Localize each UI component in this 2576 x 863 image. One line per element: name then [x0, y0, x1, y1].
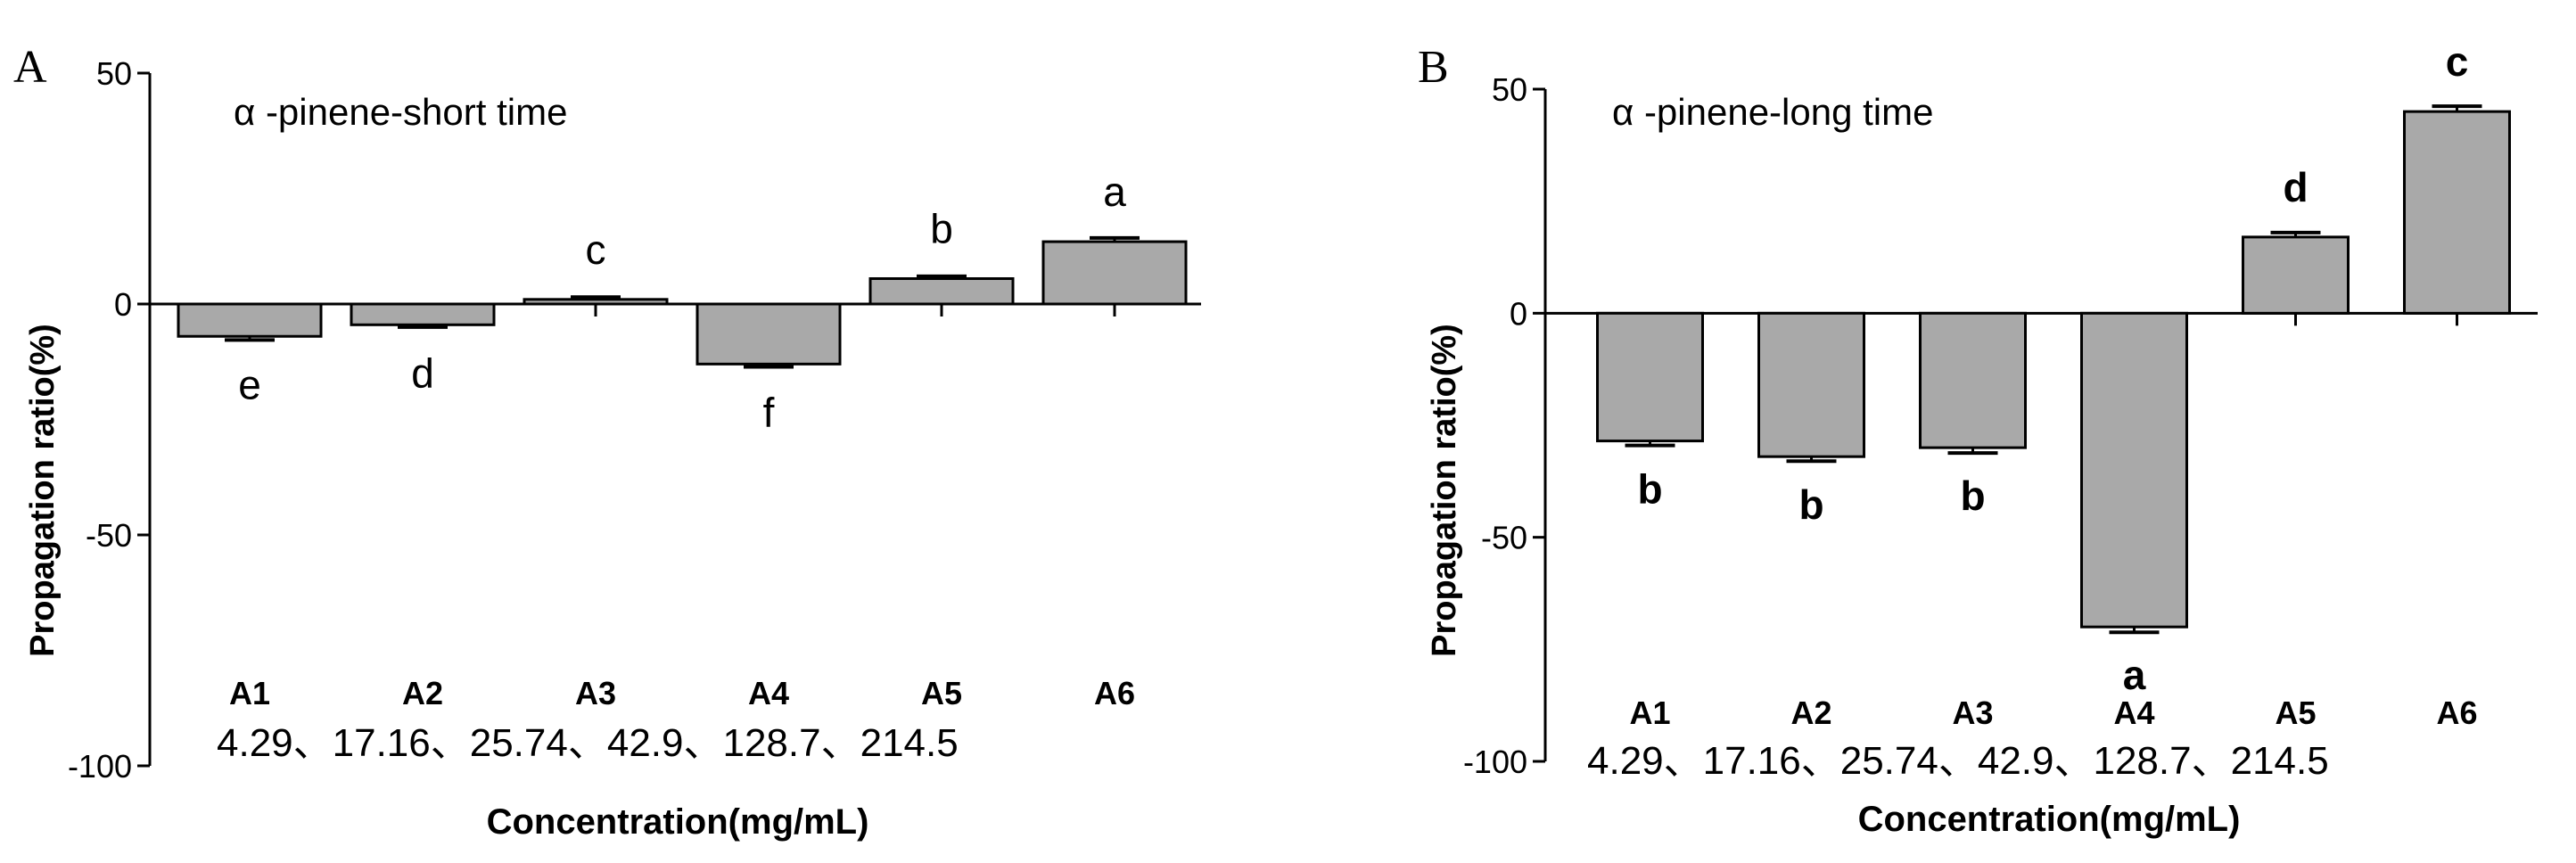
y-tick-label: 0: [114, 286, 132, 323]
panel-letter-b: B: [1418, 42, 1449, 93]
significance-label-a4: f: [763, 389, 775, 435]
bar-a3: [1919, 311, 2027, 449]
significance-label-a5: b: [930, 206, 953, 252]
y-tick-label: 50: [1492, 71, 1527, 108]
chart-title-b: α -pinene-long time: [1612, 91, 1933, 133]
category-label-a4: A4: [748, 675, 789, 711]
significance-label-a3: c: [586, 226, 606, 273]
bar-a1: [1596, 311, 1704, 443]
y-tick-label: -50: [86, 517, 132, 554]
concentration-line-a: 4.29、17.16、25.74、42.9、128.7、214.5: [217, 721, 959, 765]
y-tick-label: -50: [1481, 520, 1527, 556]
significance-label-a2: d: [411, 349, 434, 396]
y-axis-label-b: Propagation ratio(%): [1426, 324, 1463, 657]
panel-b: B α -pinene-long time Propagation ratio(…: [1418, 38, 2538, 839]
significance-label-a6: c: [2446, 38, 2469, 85]
category-label-a5: A5: [2275, 695, 2316, 731]
significance-label-a1: b: [1637, 466, 1662, 513]
bar-a2: [350, 302, 496, 326]
x-axis-label-a: Concentration(mg/mL): [487, 802, 869, 842]
category-label-a1: A1: [229, 675, 270, 711]
bar-a6: [2403, 110, 2511, 315]
bar-a6: [1041, 240, 1188, 306]
significance-label-a6: a: [1103, 168, 1126, 215]
bar-a5: [868, 277, 1015, 306]
bar-a5: [2242, 235, 2350, 315]
concentration-line-b: 4.29、17.16、25.74、42.9、128.7、214.5: [1587, 739, 2329, 783]
bar-a4: [695, 302, 842, 366]
category-label-a4: A4: [2113, 695, 2154, 731]
panel-letter-a: A: [13, 42, 47, 93]
category-label-a3: A3: [575, 675, 616, 711]
category-label-a5: A5: [921, 675, 962, 711]
panel-a: A α -pinene-short time Propagation ratio…: [13, 42, 1201, 842]
category-label-a6: A6: [2436, 695, 2477, 731]
y-tick-label: 0: [1510, 295, 1527, 332]
bar-a1: [177, 302, 323, 338]
category-label-a3: A3: [1952, 695, 1993, 731]
bar-a3: [523, 298, 669, 306]
significance-label-a2: b: [1798, 481, 1823, 528]
category-label-a6: A6: [1094, 675, 1135, 711]
significance-label-a3: b: [1960, 473, 1985, 519]
bar-a4: [2080, 311, 2188, 629]
bar-a2: [1757, 311, 1865, 458]
y-tick-label: -100: [68, 748, 132, 785]
x-axis-label-b: Concentration(mg/mL): [1858, 800, 2241, 839]
category-label-a1: A1: [1629, 695, 1670, 731]
significance-label-a1: e: [238, 361, 261, 407]
chart-title-a: α -pinene-short time: [234, 91, 567, 133]
y-axis-label-a: Propagation ratio(%): [24, 324, 62, 657]
significance-label-a5: d: [2283, 164, 2308, 210]
category-label-a2: A2: [402, 675, 443, 711]
category-label-a2: A2: [1790, 695, 1831, 731]
y-tick-label: 50: [96, 55, 132, 92]
significance-label-a4: a: [2123, 652, 2146, 698]
y-tick-label: -100: [1463, 744, 1527, 780]
